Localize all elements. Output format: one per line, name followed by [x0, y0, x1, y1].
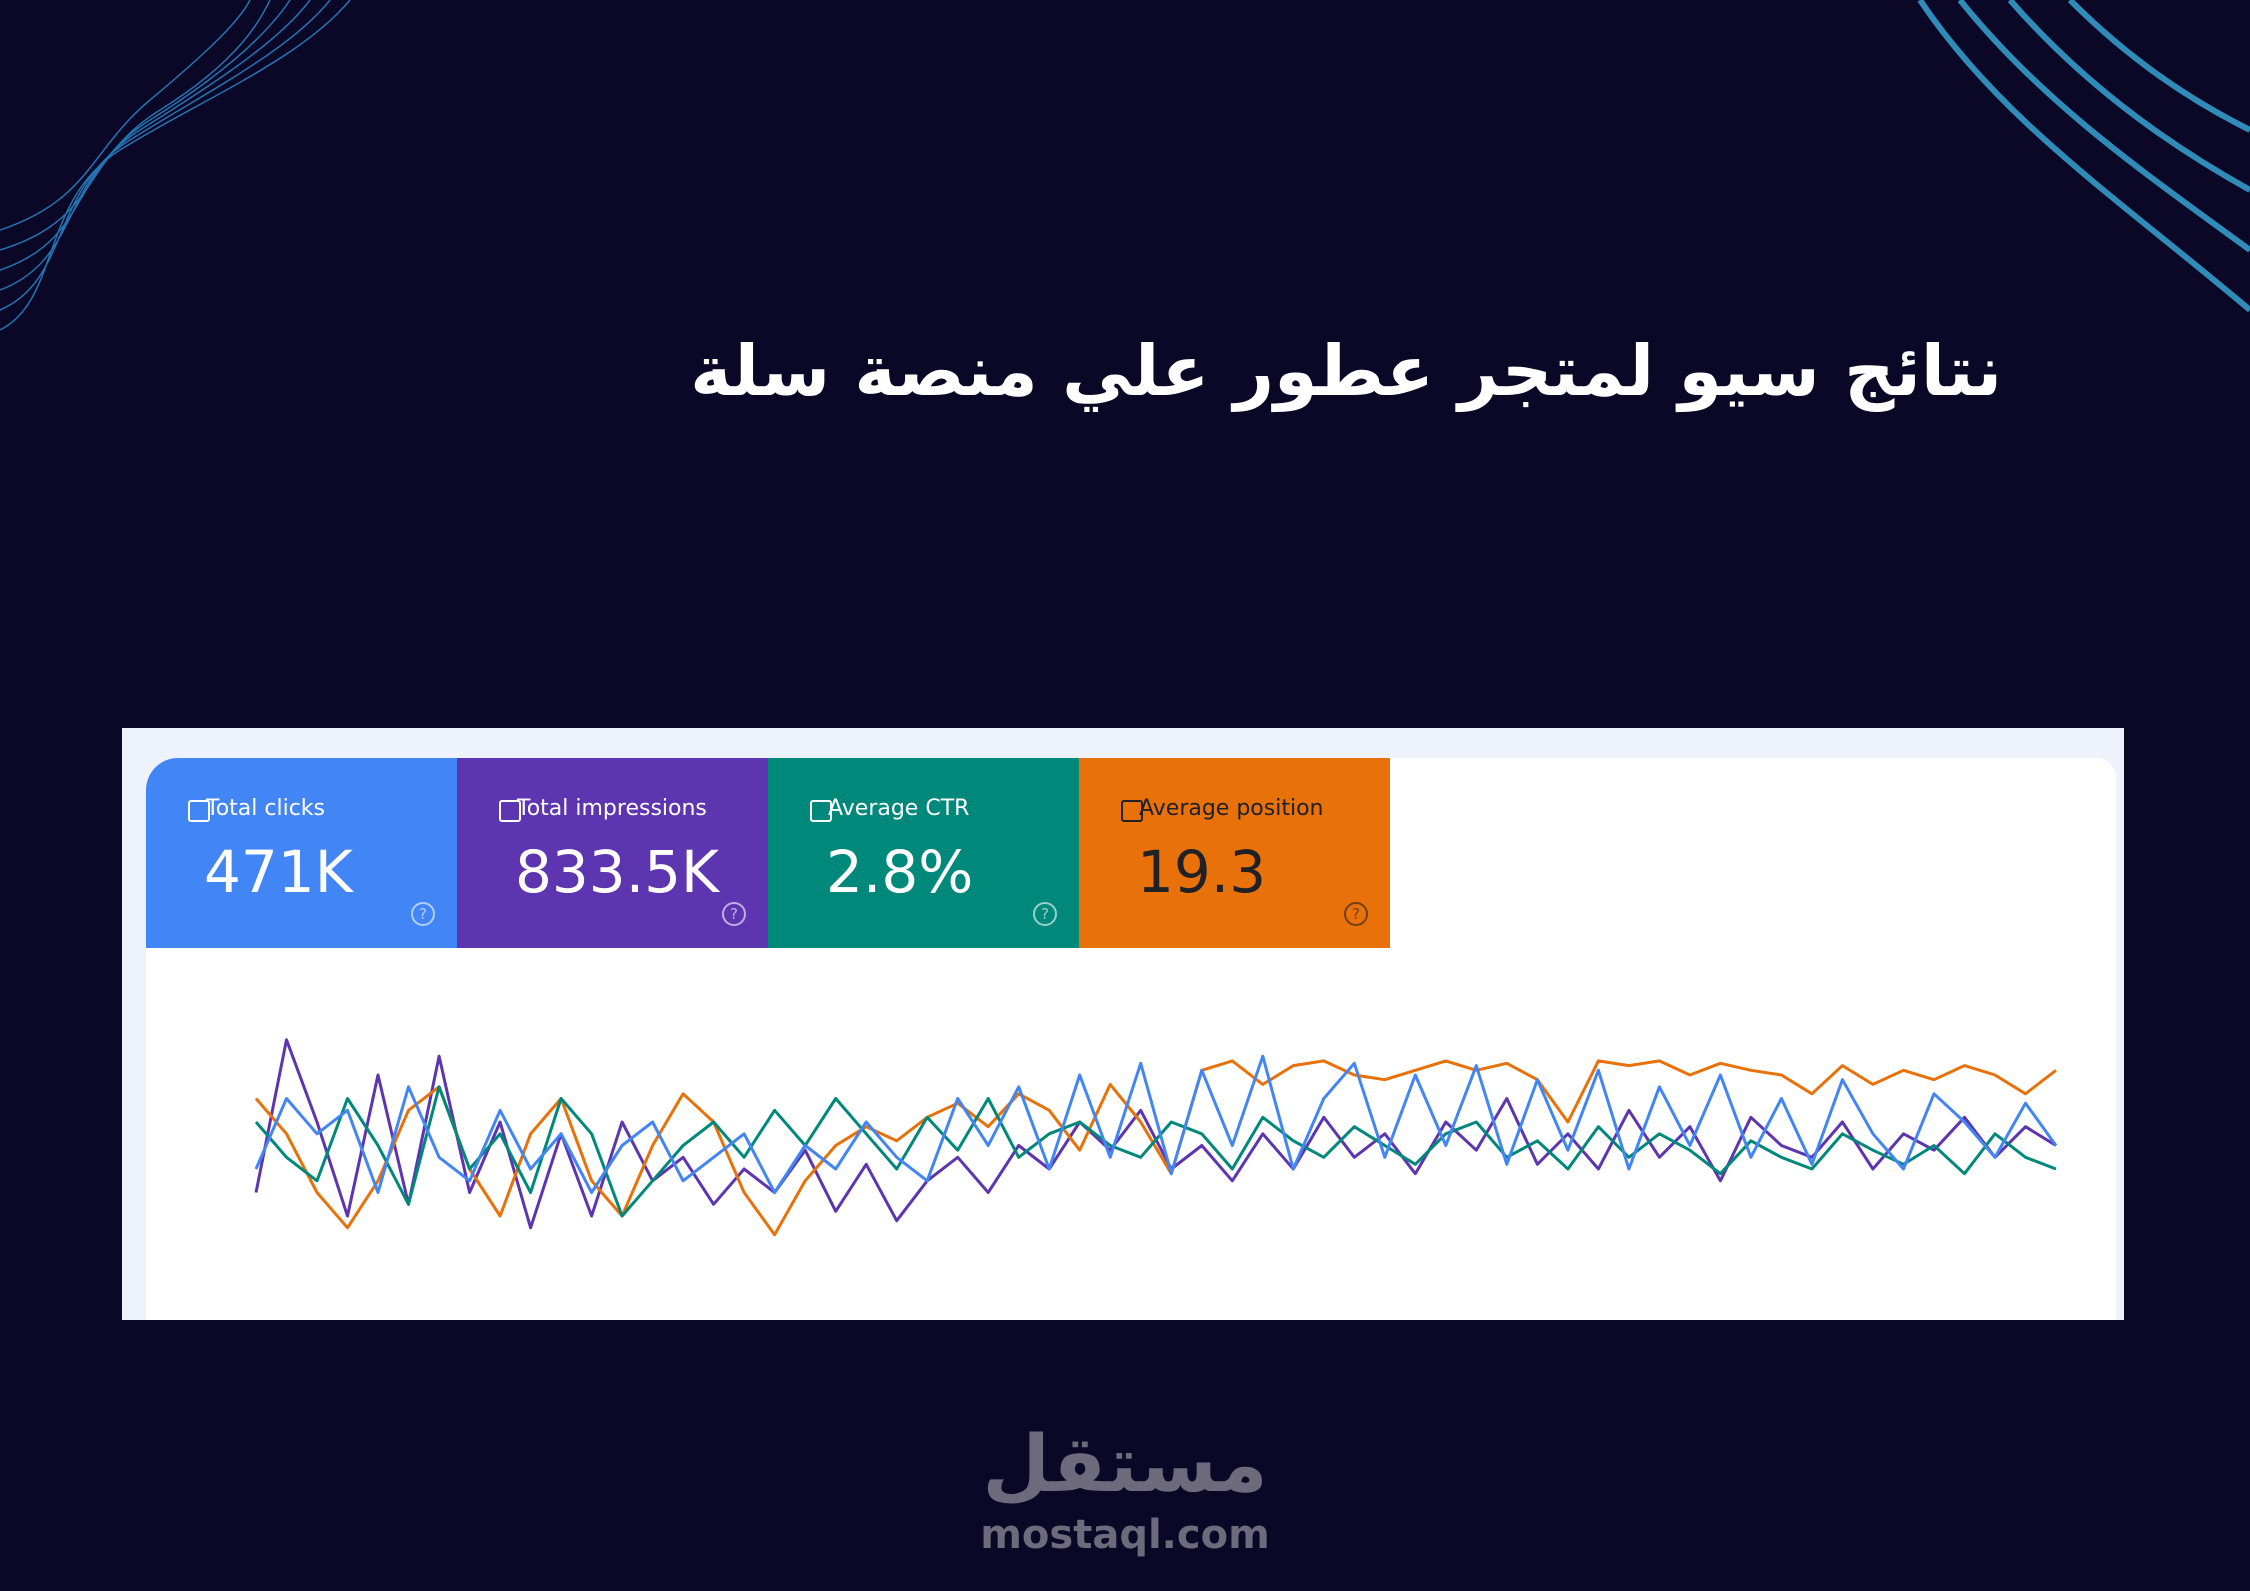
- series-line: [254, 1038, 2057, 1230]
- help-icon: ?: [1344, 902, 1368, 926]
- slide-title: نتائج سيو لمتجر عطور علي منصة سلة: [690, 330, 2002, 412]
- metric-label: Total impressions: [517, 796, 707, 821]
- metric-card[interactable]: Total clicks 471K?: [146, 758, 457, 948]
- metric-label: Total clicks: [206, 796, 325, 821]
- metric-card[interactable]: Average CTR 2.8%?: [768, 758, 1079, 948]
- metric-value: 2.8%: [826, 838, 974, 906]
- help-icon: ?: [722, 902, 746, 926]
- series-line: [254, 1085, 2057, 1218]
- logo-arabic: مستقل: [982, 1420, 1268, 1510]
- search-console-panel: Total clicks 471K? Total impressions 833.5K…: [122, 728, 2124, 1320]
- help-icon: ?: [1033, 902, 1057, 926]
- checkbox: [188, 800, 210, 822]
- metric-value: 833.5K: [515, 838, 720, 906]
- series-line: [254, 1059, 2057, 1237]
- help-icon: ?: [411, 902, 435, 926]
- line-chart: [254, 1038, 2058, 1237]
- metric-card[interactable]: Total impressions 833.5K?: [457, 758, 768, 948]
- performance-card: Total clicks 471K? Total impressions 833.5K…: [146, 758, 2116, 1320]
- logo-latin: mostaql.com: [980, 1512, 1270, 1558]
- metric-value: 471K: [204, 838, 353, 906]
- metric-label: Average CTR: [828, 796, 970, 821]
- checkbox: [499, 800, 521, 822]
- checkbox: [810, 800, 832, 822]
- metric-value: 19.3: [1137, 838, 1267, 906]
- checkbox: [1121, 800, 1143, 822]
- series-line: [254, 1054, 2058, 1194]
- metric-card[interactable]: Average position 19.3?: [1079, 758, 1390, 948]
- metric-label: Average position: [1139, 796, 1324, 821]
